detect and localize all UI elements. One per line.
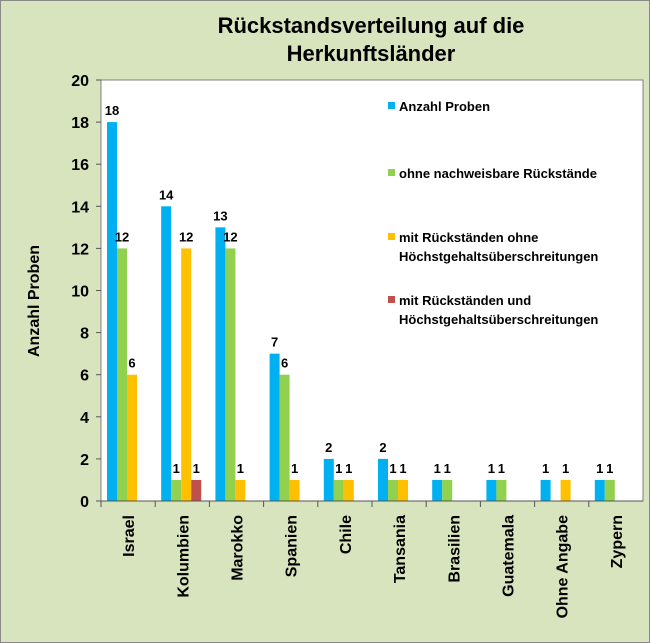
x-tick-label: Tansania — [392, 515, 409, 583]
data-label: 12 — [115, 229, 129, 244]
bar — [225, 248, 236, 501]
y-tick-label: 8 — [80, 326, 89, 343]
legend-swatch — [388, 233, 395, 240]
bar — [378, 458, 388, 501]
data-label: 12 — [179, 229, 193, 244]
data-label: 1 — [389, 461, 396, 476]
x-tick-label: Zypern — [609, 515, 626, 568]
legend-label: mit Rückständen ohne — [399, 230, 538, 245]
legend-swatch — [388, 169, 395, 176]
y-tick-label: 4 — [80, 410, 89, 427]
bar — [181, 248, 192, 501]
legend-label: Anzahl Proben — [399, 99, 490, 114]
y-tick-label: 10 — [71, 284, 89, 301]
data-label: 1 — [291, 461, 298, 476]
bar — [560, 479, 571, 501]
data-label: 1 — [498, 461, 505, 476]
bar — [398, 479, 408, 501]
bar — [171, 479, 182, 501]
data-label: 2 — [379, 440, 386, 455]
y-tick-label: 16 — [71, 157, 89, 174]
data-label: 13 — [213, 208, 227, 223]
bar — [486, 479, 497, 501]
y-axis-label: Anzahl Proben — [26, 245, 43, 357]
legend-label: Höchstgehaltsüberschreitungen — [399, 249, 598, 264]
y-tick-label: 12 — [71, 241, 89, 258]
bar — [594, 479, 605, 501]
data-label: 6 — [281, 356, 288, 371]
y-tick-label: 2 — [80, 452, 89, 469]
data-label: 1 — [173, 461, 180, 476]
bar — [343, 479, 354, 501]
x-tick-label: Israel — [121, 515, 138, 557]
chart-title: Rückstandsverteilung auf die — [218, 13, 525, 38]
x-tick-label: Marokko — [230, 515, 247, 581]
bar — [191, 479, 202, 501]
x-tick-label: Brasilien — [446, 515, 463, 583]
plot-area — [100, 79, 644, 502]
data-label: 18 — [105, 103, 119, 118]
bar — [388, 479, 398, 501]
x-tick-label: Kolumbien — [175, 515, 192, 598]
bar — [215, 227, 226, 501]
bar — [540, 479, 551, 501]
data-label: 1 — [345, 461, 352, 476]
y-tick-label: 14 — [71, 199, 89, 216]
bar — [432, 479, 443, 501]
x-tick-label: Ohne Angabe — [555, 515, 572, 619]
data-label: 14 — [159, 187, 174, 202]
bar — [604, 479, 615, 501]
chart-title: Herkunftsländer — [287, 41, 456, 66]
data-label: 2 — [325, 440, 332, 455]
bar — [117, 248, 127, 501]
data-label: 1 — [488, 461, 495, 476]
legend-swatch — [388, 296, 395, 303]
y-tick-label: 6 — [80, 368, 89, 385]
data-label: 1 — [237, 461, 244, 476]
bar — [333, 479, 344, 501]
bar — [442, 479, 453, 501]
data-label: 1 — [596, 461, 603, 476]
x-tick-label: Chile — [338, 515, 355, 554]
y-tick-label: 20 — [71, 73, 89, 90]
data-label: 7 — [271, 335, 278, 350]
bar — [127, 374, 137, 501]
data-label: 1 — [399, 461, 406, 476]
data-label: 12 — [223, 229, 237, 244]
y-tick-label: 0 — [80, 494, 89, 511]
bar — [107, 122, 117, 501]
bar — [269, 353, 280, 501]
legend-swatch — [388, 102, 395, 109]
data-label: 1 — [193, 461, 200, 476]
data-label: 6 — [128, 356, 135, 371]
bar — [235, 479, 246, 501]
bar — [289, 479, 300, 501]
legend-label: mit Rückständen und — [399, 293, 531, 308]
x-tick-label: Guatemala — [501, 515, 518, 597]
data-label: 1 — [434, 461, 441, 476]
bar — [323, 458, 334, 501]
bar — [161, 206, 172, 502]
legend-label: Höchstgehaltsüberschreitungen — [399, 312, 598, 327]
x-tick-label: Spanien — [284, 515, 301, 577]
data-label: 1 — [542, 461, 549, 476]
data-label: 1 — [562, 461, 569, 476]
data-label: 1 — [335, 461, 342, 476]
bar — [279, 374, 290, 501]
data-label: 1 — [606, 461, 613, 476]
y-tick-label: 18 — [71, 115, 89, 132]
bar — [496, 479, 507, 501]
legend-label: ohne nachweisbare Rückstände — [399, 166, 597, 181]
data-label: 1 — [444, 461, 451, 476]
